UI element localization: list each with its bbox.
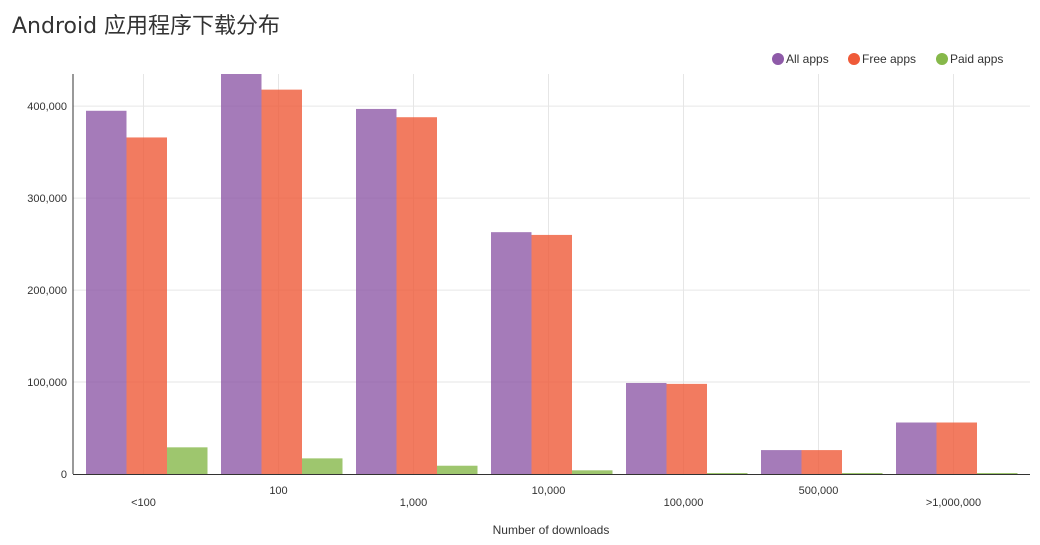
bar-paid-apps [842, 473, 883, 474]
bar-free-apps [801, 450, 842, 474]
legend-swatch [936, 53, 948, 65]
bars [86, 74, 1018, 475]
x-tick-label: 10,000 [532, 485, 566, 497]
x-tick-label: 1,000 [400, 497, 428, 509]
bar-all-apps [761, 450, 802, 474]
x-tick-label: 500,000 [799, 485, 839, 497]
bar-paid-apps [437, 465, 478, 474]
y-tick-label: 400,000 [27, 101, 67, 113]
bar-all-apps [86, 110, 127, 474]
bar-paid-apps [302, 458, 343, 474]
bar-free-apps [936, 422, 977, 474]
x-tick-label: <100 [131, 497, 156, 509]
legend: All apps Free apps Paid apps [772, 52, 1003, 66]
bar-free-apps [666, 383, 707, 474]
legend-swatch [848, 53, 860, 65]
bar-all-apps [626, 382, 667, 474]
chart-title: Android 应用程序下载分布 [12, 14, 281, 39]
bar-paid-apps [707, 473, 748, 474]
bar-free-apps [396, 117, 437, 475]
legend-label: Paid apps [950, 52, 1003, 66]
x-tick-label: 100 [269, 485, 287, 497]
x-axis-title: Number of downloads [493, 523, 610, 537]
bar-paid-apps [167, 447, 208, 474]
y-tick-label: 100,000 [27, 377, 67, 389]
legend-label: Free apps [862, 52, 916, 66]
y-tick-label: 300,000 [27, 193, 67, 205]
bar-free-apps [261, 89, 302, 474]
bar-free-apps [531, 234, 572, 474]
bar-paid-apps [572, 470, 613, 474]
bar-all-apps [896, 422, 937, 474]
bar-all-apps [356, 108, 397, 474]
y-tick-label: 200,000 [27, 285, 67, 297]
bar-free-apps [126, 137, 167, 474]
bar-all-apps [221, 74, 262, 474]
bar-all-apps [491, 232, 532, 474]
x-tick-label: >1,000,000 [926, 497, 981, 509]
legend-label: All apps [786, 52, 829, 66]
axes: 0 100,000 200,000 300,000 400,000 <100 100 1,00… [27, 74, 1030, 509]
bar-paid-apps [977, 473, 1018, 474]
y-tick-label: 0 [61, 469, 67, 481]
legend-swatch [772, 53, 784, 65]
x-tick-label: 100,000 [664, 497, 704, 509]
